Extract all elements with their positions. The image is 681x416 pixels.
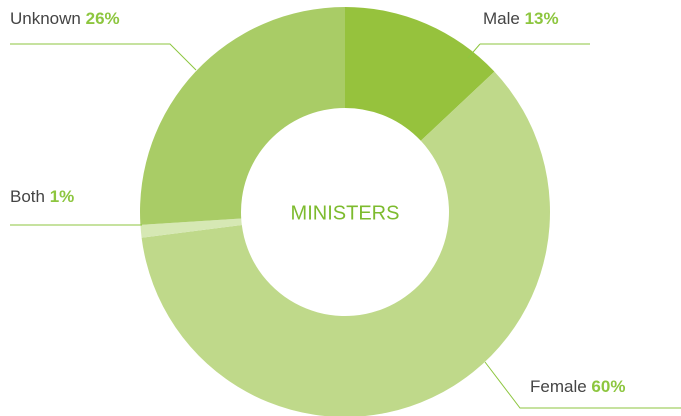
category-name: Unknown (10, 9, 81, 28)
donut-slice (140, 7, 345, 225)
value-label: 26% (86, 9, 120, 28)
leader-line (484, 361, 681, 409)
category-name: Male (483, 9, 520, 28)
donut-slice (140, 218, 242, 238)
slice-label: Male 13% (483, 9, 559, 28)
slice-label: Both 1% (10, 187, 74, 206)
leader-line (10, 43, 197, 71)
leader-line (467, 43, 590, 59)
slice-label: Unknown 26% (10, 9, 120, 28)
slice-label: Female 60% (530, 377, 625, 396)
slices (140, 7, 550, 416)
category-name: Female (530, 377, 587, 396)
category-name: Both (10, 187, 45, 206)
value-label: 60% (591, 377, 625, 396)
donut-slice (345, 7, 495, 141)
value-label: 1% (50, 187, 75, 206)
donut-slice (141, 71, 550, 416)
center-label: MINISTERS (291, 202, 400, 224)
value-label: 13% (525, 9, 559, 28)
